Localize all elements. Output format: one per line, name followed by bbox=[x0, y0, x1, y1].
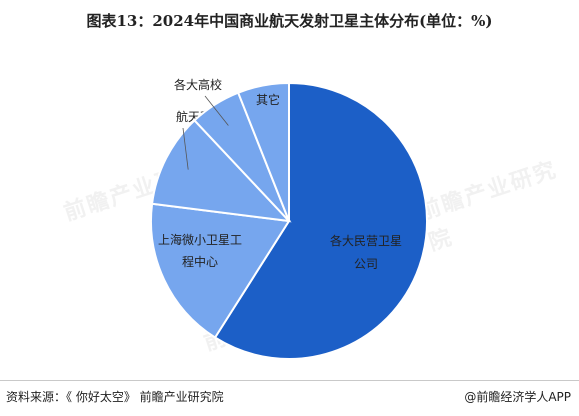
leader-line bbox=[182, 127, 189, 170]
slice-label: 公司 bbox=[354, 257, 378, 271]
slice-label: 上海微小卫星工 bbox=[158, 232, 242, 247]
slice-label: 其它 bbox=[256, 92, 280, 107]
slice-label: 各大民营卫星 bbox=[330, 233, 402, 248]
slice-label: 程中心 bbox=[182, 254, 218, 269]
footer-divider bbox=[0, 380, 579, 381]
pie-slice bbox=[213, 81, 428, 360]
chart-title: 图表13：2024年中国商业航天发射卫星主体分布(单位：%) bbox=[86, 12, 493, 30]
pie-slice bbox=[150, 118, 292, 223]
slice-label: 各大高校 bbox=[174, 77, 222, 92]
pie-chart: 各大民营卫星公司上海微小卫星工程中心航天科技五院各大高校其它 bbox=[150, 77, 428, 360]
pie-slice bbox=[236, 81, 290, 222]
leader-line bbox=[204, 95, 229, 126]
pie-slice bbox=[150, 202, 291, 339]
brand-credit: @前瞻经济学人APP bbox=[464, 390, 571, 404]
source-note: 资料来源：《 你好太空》 前瞻产业研究院 bbox=[6, 390, 224, 404]
